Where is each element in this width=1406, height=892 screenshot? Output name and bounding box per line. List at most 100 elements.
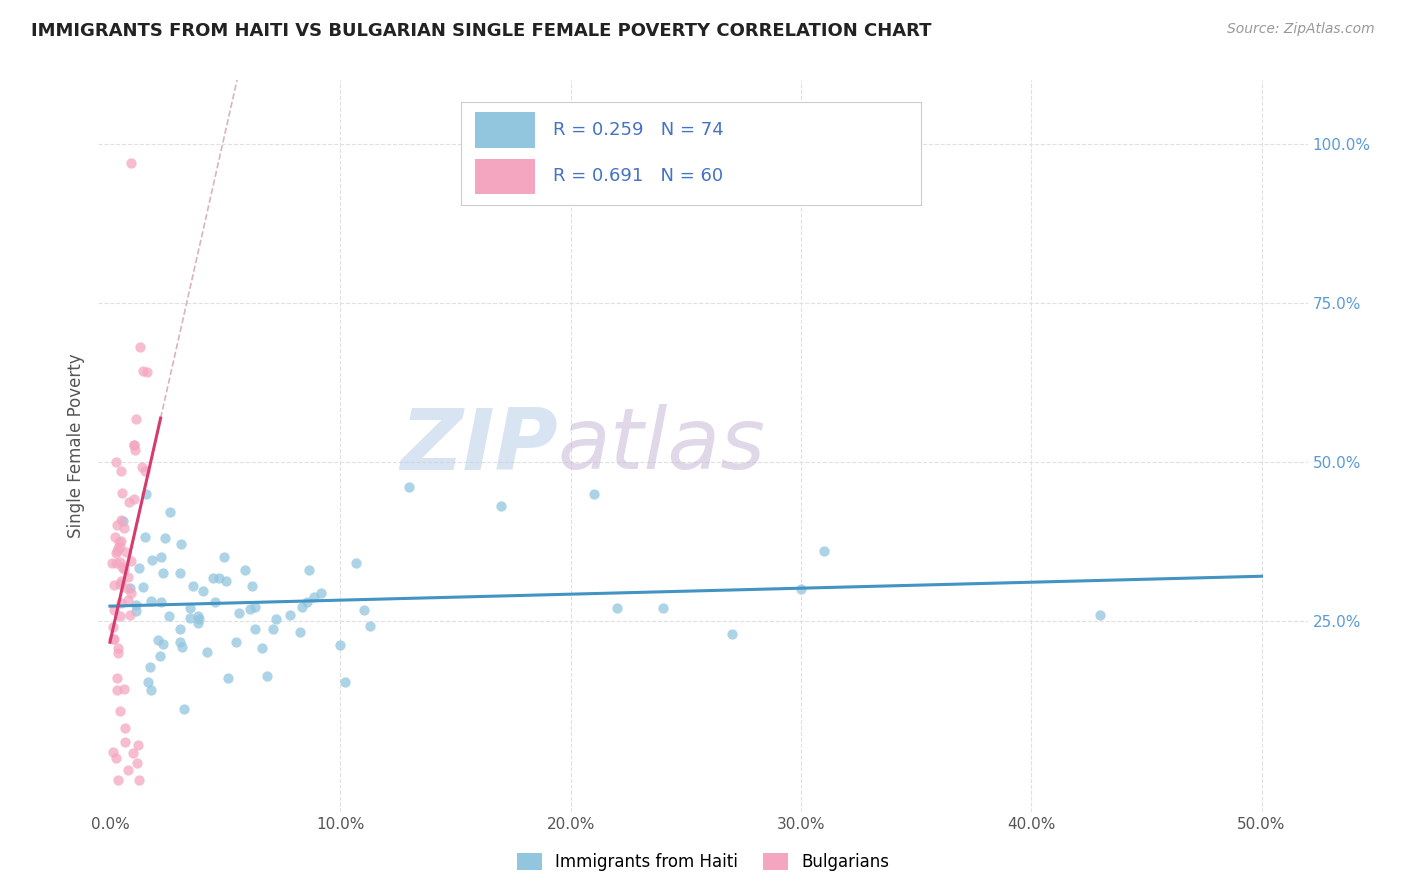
Point bbox=[201, 571, 224, 585]
Point bbox=[107, 640, 129, 655]
Point bbox=[149, 648, 172, 663]
Point bbox=[291, 600, 314, 615]
Point bbox=[108, 540, 131, 554]
Point bbox=[290, 625, 312, 640]
Point bbox=[148, 632, 170, 647]
Point bbox=[117, 592, 139, 607]
Point bbox=[179, 600, 201, 615]
Point bbox=[115, 581, 138, 595]
Point bbox=[128, 561, 150, 575]
Point bbox=[228, 606, 250, 620]
Point bbox=[170, 537, 193, 551]
Point bbox=[125, 756, 148, 770]
Point bbox=[344, 556, 367, 570]
Point bbox=[790, 582, 813, 596]
Point bbox=[125, 598, 148, 612]
Point bbox=[141, 552, 163, 566]
Point bbox=[101, 745, 124, 759]
Point bbox=[128, 772, 150, 787]
Point bbox=[108, 609, 131, 624]
Point bbox=[115, 545, 138, 559]
Point bbox=[359, 618, 381, 632]
Point bbox=[139, 593, 162, 607]
Point bbox=[112, 562, 135, 576]
Point bbox=[491, 500, 513, 514]
Point bbox=[233, 563, 256, 577]
Point bbox=[150, 549, 173, 564]
Point bbox=[225, 635, 247, 649]
Text: atlas: atlas bbox=[558, 404, 766, 488]
Point bbox=[132, 363, 155, 377]
Point bbox=[193, 583, 215, 598]
Point bbox=[353, 603, 375, 617]
Point bbox=[157, 608, 180, 623]
Point bbox=[114, 735, 136, 749]
Point bbox=[187, 612, 209, 626]
Point bbox=[262, 623, 284, 637]
Point bbox=[195, 645, 218, 659]
Point bbox=[110, 464, 132, 478]
Point bbox=[172, 640, 194, 654]
Point bbox=[120, 586, 142, 600]
Point bbox=[204, 594, 226, 608]
Point bbox=[103, 578, 125, 592]
Point bbox=[112, 514, 135, 528]
Point bbox=[112, 681, 135, 696]
Text: IMMIGRANTS FROM HAITI VS BULGARIAN SINGLE FEMALE POVERTY CORRELATION CHART: IMMIGRANTS FROM HAITI VS BULGARIAN SINGL… bbox=[31, 22, 931, 40]
Point bbox=[1090, 607, 1112, 622]
Point bbox=[295, 595, 318, 609]
Point bbox=[107, 541, 129, 555]
Point bbox=[214, 574, 236, 589]
Point bbox=[105, 544, 128, 558]
Point bbox=[208, 571, 231, 585]
Point bbox=[134, 464, 156, 478]
Point bbox=[107, 535, 129, 549]
Point bbox=[107, 672, 129, 686]
Point bbox=[329, 638, 352, 652]
Point bbox=[105, 682, 128, 697]
Point bbox=[105, 556, 128, 570]
Point bbox=[153, 531, 176, 545]
Point bbox=[107, 646, 129, 660]
Point bbox=[720, 626, 742, 640]
Point bbox=[110, 574, 132, 588]
Point bbox=[111, 560, 134, 574]
Point bbox=[101, 556, 124, 570]
Point bbox=[117, 570, 139, 584]
Point bbox=[118, 495, 141, 509]
Point bbox=[105, 546, 128, 560]
Point bbox=[114, 722, 136, 736]
Point bbox=[118, 607, 141, 622]
Point bbox=[245, 599, 267, 614]
Point bbox=[127, 738, 149, 752]
Point bbox=[118, 582, 141, 596]
Point bbox=[139, 683, 162, 698]
Point bbox=[110, 555, 132, 569]
Point bbox=[121, 746, 143, 760]
Y-axis label: Single Female Poverty: Single Female Poverty bbox=[66, 354, 84, 538]
Point bbox=[169, 622, 191, 636]
Point bbox=[124, 442, 146, 457]
Point bbox=[240, 579, 263, 593]
Point bbox=[214, 550, 236, 565]
Point bbox=[606, 601, 628, 615]
Point bbox=[122, 438, 145, 452]
Point bbox=[651, 601, 673, 615]
Point bbox=[104, 751, 127, 765]
Point bbox=[169, 635, 191, 649]
Point bbox=[217, 671, 239, 685]
Point bbox=[104, 455, 127, 469]
Point bbox=[264, 612, 287, 626]
Point bbox=[108, 704, 131, 718]
Point bbox=[813, 544, 835, 558]
Point bbox=[149, 595, 172, 609]
Point bbox=[117, 763, 139, 777]
Legend: Immigrants from Haiti, Bulgarians: Immigrants from Haiti, Bulgarians bbox=[509, 845, 897, 880]
Point bbox=[250, 641, 273, 656]
Point bbox=[122, 492, 145, 507]
Point bbox=[132, 580, 155, 594]
Point bbox=[139, 660, 162, 674]
Point bbox=[239, 602, 262, 616]
Point bbox=[169, 566, 191, 581]
Point bbox=[120, 554, 142, 568]
